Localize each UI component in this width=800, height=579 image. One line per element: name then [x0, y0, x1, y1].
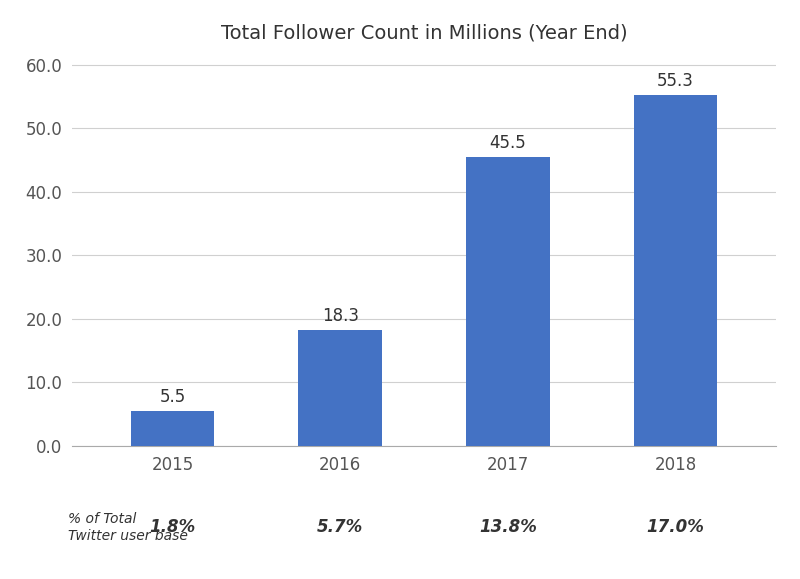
Bar: [634, 94, 718, 446]
Text: 18.3: 18.3: [322, 307, 358, 325]
Text: % of Total
Twitter user base: % of Total Twitter user base: [68, 512, 188, 543]
Bar: [130, 411, 214, 446]
Text: 5.7%: 5.7%: [317, 518, 363, 536]
Text: 5.5: 5.5: [159, 389, 186, 406]
Text: 1.8%: 1.8%: [150, 518, 196, 536]
Text: 13.8%: 13.8%: [479, 518, 537, 536]
Text: 17.0%: 17.0%: [646, 518, 704, 536]
Text: 55.3: 55.3: [657, 72, 694, 90]
Bar: [298, 329, 382, 446]
Bar: [466, 157, 550, 446]
Title: Total Follower Count in Millions (Year End): Total Follower Count in Millions (Year E…: [221, 23, 627, 42]
Text: 45.5: 45.5: [490, 134, 526, 152]
